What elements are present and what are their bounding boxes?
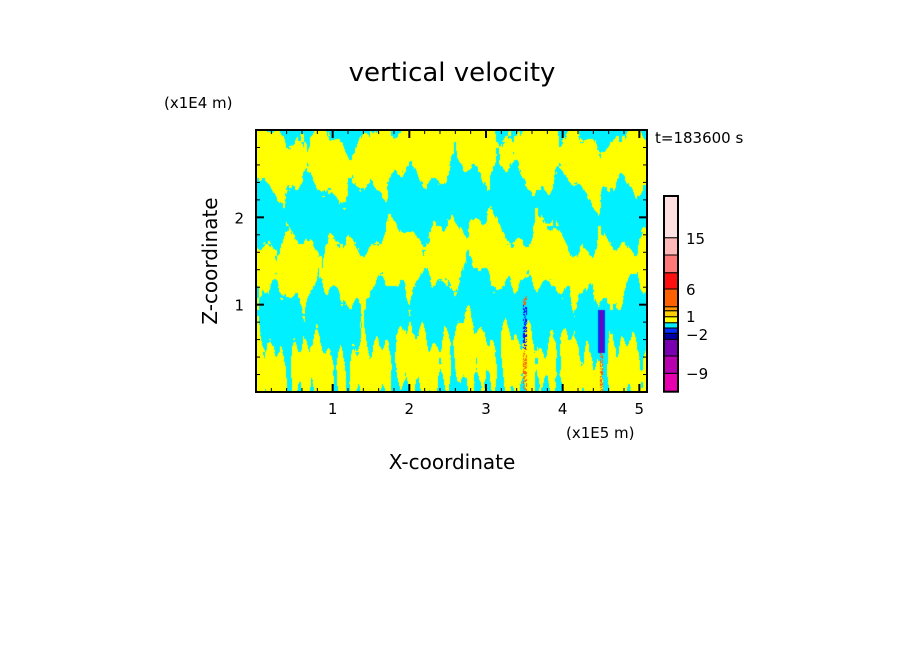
colorbar-segment bbox=[663, 254, 679, 274]
x-tick-label: 1 bbox=[328, 400, 338, 418]
z-axis-unit: (x1E4 m) bbox=[164, 94, 233, 112]
colorbar-segment bbox=[663, 327, 679, 334]
colorbar-segment bbox=[663, 288, 679, 308]
y-tick-label: 1 bbox=[234, 297, 244, 315]
chart-title: vertical velocity bbox=[348, 58, 556, 88]
colorbar-label: 1 bbox=[686, 308, 696, 326]
x-tick-label: 4 bbox=[558, 400, 568, 418]
colorbar-label: 6 bbox=[686, 281, 696, 299]
time-label: t=183600 s bbox=[655, 129, 744, 147]
x-axis-label: X-coordinate bbox=[388, 450, 516, 474]
colorbar-segment bbox=[663, 237, 679, 256]
colorbar-label: 15 bbox=[686, 230, 705, 248]
colorbar-frame bbox=[663, 195, 679, 393]
x-axis-unit: (x1E5 m) bbox=[566, 424, 635, 442]
colorbar-segment bbox=[663, 332, 679, 340]
colorbar-segment bbox=[663, 372, 679, 393]
x-tick-label: 5 bbox=[635, 400, 645, 418]
y-tick-label: 2 bbox=[234, 209, 244, 227]
colorbar-segment bbox=[663, 306, 679, 312]
colorbar-segment bbox=[663, 272, 679, 290]
colorbar-segment bbox=[663, 310, 679, 318]
x-tick-label: 2 bbox=[405, 400, 415, 418]
contour-field bbox=[256, 130, 647, 392]
colorbar-segment bbox=[663, 316, 679, 324]
colorbar-segment bbox=[663, 355, 679, 374]
colorbar-label: −9 bbox=[686, 365, 708, 383]
colorbar-label: −2 bbox=[686, 326, 708, 344]
x-tick-label: 3 bbox=[481, 400, 491, 418]
colorbar-segment bbox=[663, 338, 679, 357]
colorbar-segment bbox=[663, 195, 679, 239]
colorbar-segment bbox=[663, 322, 679, 329]
plot-frame bbox=[255, 129, 648, 393]
